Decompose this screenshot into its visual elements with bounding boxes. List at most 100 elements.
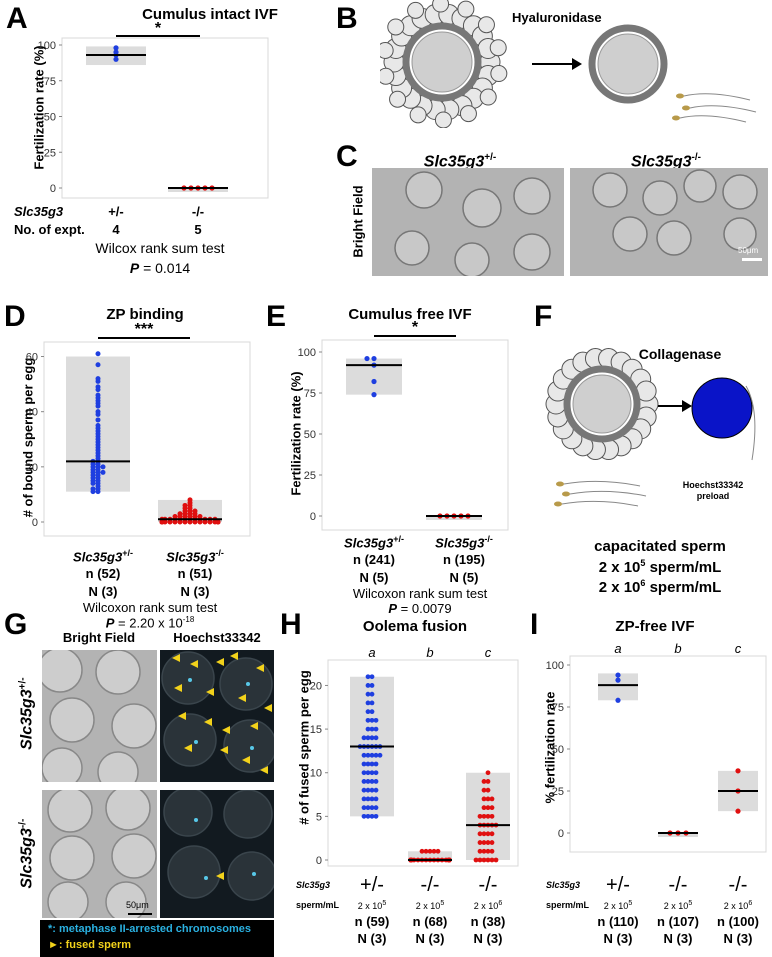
panel-h-point-2-25 [481, 840, 487, 845]
panel-h-point-0-52 [369, 813, 375, 819]
oocyte [411, 31, 473, 93]
egg-5 [656, 220, 692, 256]
panel-i-title: ZP-free IVF [615, 618, 695, 635]
panel-i-ytick-label-4: 100 [546, 660, 564, 672]
oocyte-2 [597, 33, 659, 95]
panel-d-point-0-1 [95, 362, 101, 368]
egg-4 [42, 747, 83, 782]
panel-e-point-0-0 [371, 355, 377, 362]
panel-i-point-2-2 [735, 808, 741, 814]
panel-d-title: ZP binding [106, 306, 184, 323]
panel-h-point-2-2 [481, 779, 487, 784]
panel-d-sig: *** [135, 321, 154, 338]
panel-d-point-1-39 [207, 519, 213, 525]
panel-h-point-0-8 [369, 709, 375, 715]
panel-h-point-0-38 [373, 779, 379, 784]
panel-h-point-0-16 [369, 735, 375, 741]
conc-0: 2 x 105 [603, 900, 633, 911]
panel-label-b: B [336, 2, 358, 35]
panel-g-scale: 50μm [126, 900, 149, 910]
panel-h-point-0-44 [369, 796, 375, 802]
panel-i-ytick-label-2: 50 [552, 744, 564, 756]
panel-g-row2: Slc35g3-/- [17, 818, 36, 889]
panel-d-point-0-10 [95, 403, 101, 409]
panel-h-point-2-24 [485, 840, 491, 845]
cumulus-cell-outer [407, 1, 425, 19]
conc-2: 2 x 106 [473, 900, 503, 911]
panel-d-point-1-32 [182, 519, 188, 525]
conc-exp-2: 6 [498, 900, 503, 907]
panel-h-ytick-label-1: 5 [316, 811, 322, 823]
panel-h-point-2-6 [481, 796, 487, 802]
fused-sperm-arrow-7 [238, 694, 246, 702]
panel-h-letter-1: b [426, 645, 433, 660]
panel-f-diagram [545, 347, 756, 507]
panel-i-row-conc: sperm/mL [546, 900, 590, 910]
panel-h-point-2-8 [485, 805, 491, 811]
egg-4 [454, 242, 490, 276]
panel-e-n-1: n (241) [353, 552, 395, 567]
panel-h-point-2-33 [481, 857, 487, 863]
cumulus-cell-outer [387, 18, 405, 36]
panel-e-point-0-4 [371, 392, 377, 398]
panel-h-point-2-4 [481, 787, 487, 793]
N-count-2: N (3) [723, 931, 753, 946]
panel-h-point-0-37 [365, 779, 371, 784]
sperm-head-0 [556, 481, 564, 487]
panel-h-point-2-21 [481, 831, 487, 837]
panel-i-point-0-2 [615, 697, 621, 703]
panel-h-point-0-54 [373, 813, 379, 819]
cumulus-cell-outer [457, 0, 475, 18]
panel-i-point-0-0 [615, 672, 621, 678]
panel-h-point-0-39 [361, 779, 367, 784]
panel-h-title: Oolema fusion [362, 618, 468, 635]
panel-h-point-0-9 [365, 709, 371, 715]
panel-e-N-1: N (5) [359, 570, 389, 585]
panel-i-ytick-label-0: 0 [558, 828, 564, 840]
panel-a-pvalue-wrap: P = 0.014 [60, 260, 260, 276]
panel-h-point-2-7 [489, 796, 495, 802]
panel-h-point-2-36 [493, 857, 499, 863]
sperm-tail-1 [569, 490, 647, 497]
fused-sperm-arrow-2 [216, 658, 224, 666]
panel-c-image-ko [570, 168, 768, 276]
panel-e-n-2: n (195) [443, 552, 485, 567]
panel-h-point-1-4 [435, 848, 441, 854]
cumulus-cell-outer [490, 65, 508, 83]
egg-3 [111, 833, 157, 879]
panel-d-plot: 0 20 40 60 *** [26, 321, 251, 537]
arrow-head [682, 400, 692, 412]
egg-2 [513, 177, 551, 215]
egg-0 [47, 790, 93, 833]
panel-a-point-0-0 [113, 45, 119, 51]
oocyte [572, 374, 632, 434]
panel-g-scale-bar [128, 913, 152, 915]
fused-sperm-arrow-12 [250, 722, 258, 730]
panel-e-ytick-label-2: 50 [304, 429, 316, 441]
egg-1 [95, 650, 141, 695]
egg-2 [167, 845, 221, 899]
panel-a-genotype-1: +/- [108, 204, 124, 219]
panel-g-legend-2: ►: fused sperm [48, 939, 132, 951]
sperm-head-1 [682, 105, 690, 111]
panel-h-point-0-28 [369, 761, 375, 767]
cumulus-cell-outer [432, 0, 450, 13]
panel-f-conc1: 2 x 105 sperm/mL [598, 558, 722, 576]
panel-g-row1-wrap: Slc35g3+/- [12, 650, 36, 780]
panel-h-point-0-24 [369, 752, 375, 758]
panel-a-row-expt: No. of expt. [14, 222, 85, 237]
panel-f-sperm-title: capacitated sperm [594, 538, 726, 555]
fused-sperm-arrow-13 [184, 744, 192, 752]
egg-3 [227, 851, 274, 901]
panel-h-point-0-36 [369, 779, 375, 784]
panel-h-point-0-17 [365, 735, 371, 741]
panel-a-p-label: P [129, 260, 140, 276]
panel-a-plot: 0 25 50 75 100 * [38, 20, 269, 199]
panel-d-frame [43, 341, 251, 537]
panel-a-title: Cumulus intact IVF [142, 6, 278, 23]
panel-d-point-0-13 [95, 417, 101, 423]
panel-label-f: F [534, 300, 553, 333]
panel-i-ytick-label-3: 75 [552, 702, 564, 714]
panel-a-ytick-label-4: 100 [38, 40, 56, 52]
panel-d-ytick-label-0: 0 [32, 517, 38, 529]
